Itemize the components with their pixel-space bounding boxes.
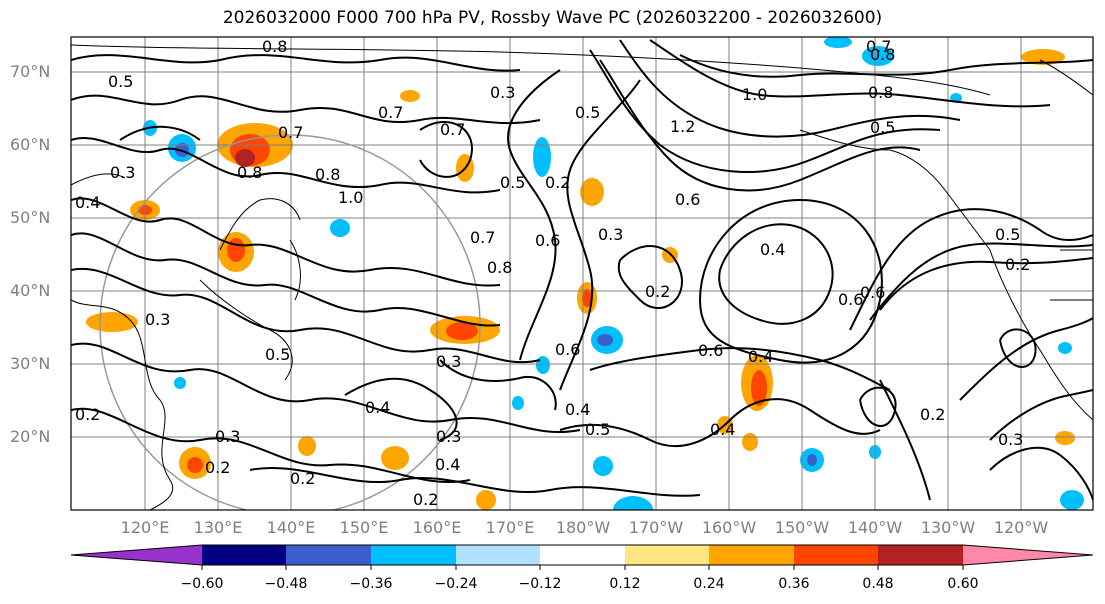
contour-label: 0.2 <box>545 173 570 192</box>
contour-label: 0.8 <box>237 163 262 182</box>
contour-label: 1.2 <box>670 117 695 136</box>
lon-label: 180°W <box>555 518 611 537</box>
colorbar-swatch <box>625 545 709 565</box>
colorbar-swatch <box>540 545 625 565</box>
contour-label: 0.5 <box>870 118 895 137</box>
colorbar-swatch <box>456 545 540 565</box>
contour-label: 0.7 <box>866 37 891 56</box>
contour-label: 0.6 <box>698 341 723 360</box>
lon-label: 120°W <box>993 518 1049 537</box>
contour-label: 0.4 <box>565 400 590 419</box>
colorbar-tick-label: 0.12 <box>609 576 641 592</box>
lat-label: 30°N <box>10 354 51 373</box>
colorbar-swatch <box>371 545 456 565</box>
contour-label: 0.3 <box>998 430 1023 449</box>
contour-label: 0.3 <box>215 427 240 446</box>
contour-label: 0.7 <box>470 228 495 247</box>
contour-label: 0.2 <box>413 490 438 509</box>
lon-label: 170°W <box>628 518 684 537</box>
contour-label: 0.8 <box>870 45 895 64</box>
lon-label: 130°W <box>920 518 976 537</box>
contour-label: 0.3 <box>490 83 515 102</box>
contour-label: 0.6 <box>838 290 863 309</box>
contour-label: 1.0 <box>338 188 363 207</box>
colorbar-tick-label: −0.60 <box>180 576 224 592</box>
contour-label: 0.5 <box>995 225 1020 244</box>
contour-label: 0.3 <box>110 163 135 182</box>
contour-label: 0.6 <box>675 190 700 209</box>
contour-label: 0.7 <box>440 120 465 139</box>
colorbar-swatch <box>202 545 286 565</box>
contour-label: 0.4 <box>365 398 390 417</box>
colorbar-tick-label: −0.36 <box>349 576 393 592</box>
contour-label: 0.8 <box>262 37 287 56</box>
colorbar-tick-label: −0.48 <box>264 576 308 592</box>
contour-label: 0.6 <box>860 283 885 302</box>
contour-label: 0.2 <box>920 405 945 424</box>
colorbar-tick-label: −0.12 <box>518 576 562 592</box>
contour-label: 0.5 <box>500 173 525 192</box>
contour-label: 0.2 <box>75 405 100 424</box>
colorbar-tick-label: 0.48 <box>862 576 894 592</box>
lat-label: 20°N <box>10 427 51 446</box>
colorbar-tick-label: 0.60 <box>947 576 979 592</box>
colorbar-swatch <box>71 545 202 565</box>
contour-label: 0.2 <box>290 469 315 488</box>
lon-label: 160°E <box>412 518 462 537</box>
contour-label: 0.6 <box>535 231 560 250</box>
contour-label: 0.5 <box>265 345 290 364</box>
lon-label: 140°E <box>266 518 316 537</box>
colorbar-swatch <box>963 545 1093 565</box>
colorbar <box>70 544 1094 570</box>
colorbar-swatch <box>709 545 794 565</box>
contour-label: 0.5 <box>575 103 600 122</box>
contour-label: 0.6 <box>555 340 580 359</box>
contour-label: 0.8 <box>487 258 512 277</box>
colorbar-tick-label: 0.36 <box>778 576 810 592</box>
colorbar-tick-label: 0.24 <box>693 576 725 592</box>
contour-label: 0.4 <box>760 240 785 259</box>
contour-label: 0.4 <box>710 420 735 439</box>
positive-anomalies <box>86 49 1075 510</box>
contour-label: 0.2 <box>205 458 230 477</box>
lon-label: 170°E <box>485 518 535 537</box>
lat-label: 60°N <box>10 135 51 154</box>
contour-label: 0.5 <box>108 72 133 91</box>
contour-label: 0.2 <box>645 282 670 301</box>
lon-label: 160°W <box>701 518 757 537</box>
lon-label: 140°W <box>847 518 903 537</box>
lon-label: 150°W <box>774 518 830 537</box>
contour-label: 0.3 <box>598 225 623 244</box>
colorbar-swatch <box>794 545 878 565</box>
negative-anomalies <box>143 37 1084 510</box>
contour-label: 0.7 <box>278 123 303 142</box>
lat-label: 40°N <box>10 281 51 300</box>
contour-label: 1.0 <box>742 85 767 104</box>
contour-label: 0.3 <box>436 352 461 371</box>
lat-label: 50°N <box>10 208 51 227</box>
contour-label: 0.8 <box>315 165 340 184</box>
pv-contours <box>71 39 1093 501</box>
contour-label: 0.4 <box>435 455 460 474</box>
contour-label: 0.5 <box>585 420 610 439</box>
contour-label: 0.8 <box>868 83 893 102</box>
colorbar-tick-label: −0.24 <box>434 576 478 592</box>
contour-label: 0.3 <box>145 310 170 329</box>
contour-label: 0.2 <box>1005 255 1030 274</box>
lon-label: 120°E <box>120 518 170 537</box>
contour-label: 0.7 <box>378 103 403 122</box>
contour-label-group: 0.8 0.5 0.7 0.8 0.3 0.7 0.8 0.7 0.2 0.6 … <box>75 37 1030 509</box>
contour-label: 0.4 <box>75 193 100 212</box>
lat-label: 70°N <box>10 62 51 81</box>
map-title: 2026032000 F000 700 hPa PV, Rossby Wave … <box>222 8 883 28</box>
map-frame <box>70 36 1094 511</box>
lon-label: 130°E <box>193 518 243 537</box>
contour-label: 0.4 <box>748 347 773 366</box>
colorbar-swatch <box>878 545 963 565</box>
lon-label: 150°E <box>339 518 389 537</box>
contour-label: 0.3 <box>436 427 461 446</box>
colorbar-swatch <box>286 545 371 565</box>
